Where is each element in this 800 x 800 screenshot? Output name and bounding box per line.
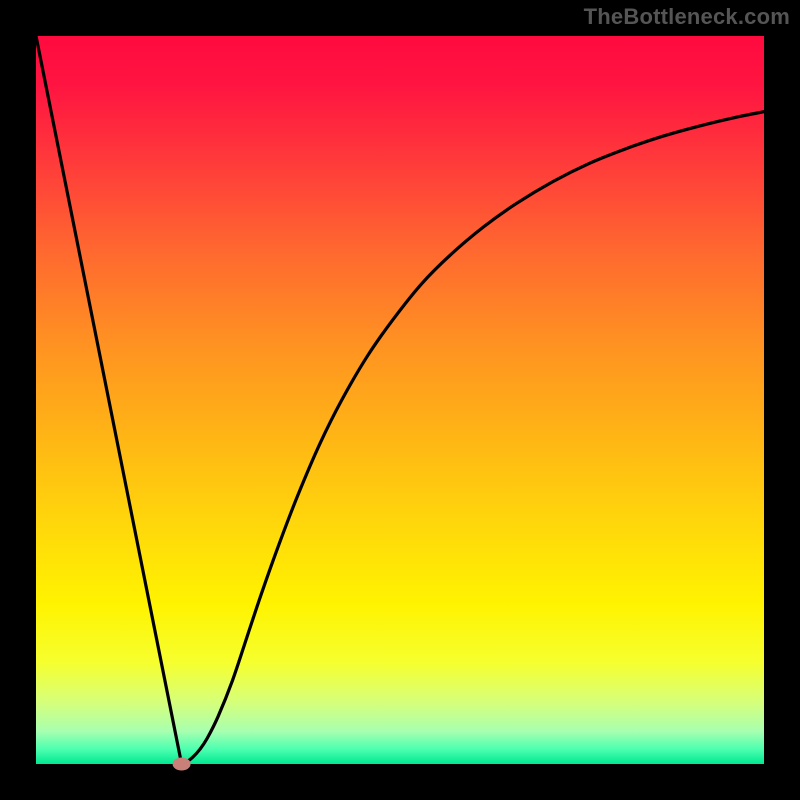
minimum-marker — [173, 758, 191, 771]
watermark-text: TheBottleneck.com — [584, 4, 790, 30]
bottleneck-chart — [0, 0, 800, 800]
chart-container: { "watermark": { "text": "TheBottleneck.… — [0, 0, 800, 800]
plot-area — [36, 36, 764, 764]
